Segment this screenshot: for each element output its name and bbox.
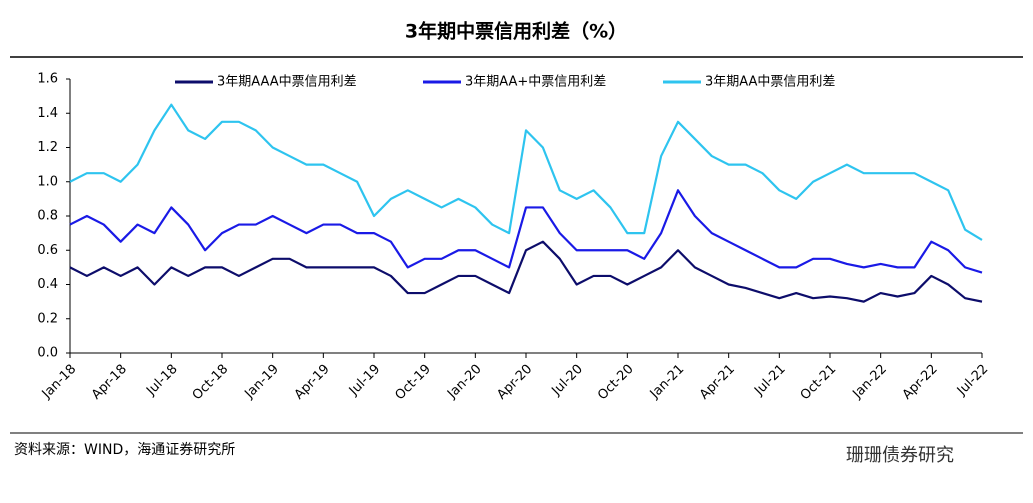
x-tick-label: Jan-21 (647, 362, 688, 403)
series-line (69, 240, 983, 303)
legend-label: 3年期AA+中票信用利差 (465, 75, 606, 90)
x-tick-label: Apr-20 (494, 362, 535, 403)
y-tick-label: 1.4 (37, 106, 58, 121)
x-tick-label: Oct-21 (798, 362, 840, 404)
legend-label: 3年期AA中票信用利差 (705, 75, 835, 90)
x-tick-label: Jan-20 (444, 362, 485, 403)
y-tick-label: 0.4 (37, 277, 58, 292)
x-tick-label: Oct-18 (190, 362, 232, 404)
y-tick-label: 0.0 (37, 346, 58, 361)
y-tick-label: 0.2 (37, 311, 58, 326)
x-tick-label: Jul-20 (549, 362, 586, 399)
x-tick-label: Jul-18 (143, 362, 180, 399)
x-tick-label: Jan-22 (849, 362, 890, 403)
x-tick-label: Apr-22 (900, 362, 941, 403)
x-tick-label: Oct-19 (392, 362, 434, 404)
x-tick-label: Jul-22 (954, 362, 991, 399)
x-tick-label: Jan-19 (241, 362, 282, 403)
x-tick-label: Apr-18 (89, 362, 130, 403)
series-line (69, 103, 983, 241)
chart-title: 3年期中票信用利差（%） (405, 20, 627, 43)
watermark: 珊珊债券研究 (846, 445, 954, 466)
y-tick-label: 1.6 (37, 72, 58, 87)
x-tick-label: Jan-18 (39, 362, 80, 403)
x-tick-label: Jul-21 (751, 362, 788, 399)
x-tick-label: Apr-19 (292, 362, 333, 403)
x-tick-label: Oct-20 (595, 362, 637, 404)
series-line (69, 189, 983, 274)
x-tick-label: Apr-21 (697, 362, 738, 403)
x-tick-label: Jul-19 (346, 362, 383, 399)
y-tick-label: 0.8 (37, 209, 58, 224)
y-tick-label: 0.6 (37, 243, 58, 258)
legend-label: 3年期AAA中票信用利差 (217, 75, 357, 90)
y-tick-label: 1.0 (37, 174, 58, 189)
source: 资料来源：WIND，海通证券研究所 (14, 442, 235, 458)
y-tick-label: 1.2 (37, 140, 58, 155)
